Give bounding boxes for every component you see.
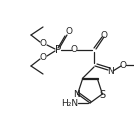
Text: O: O <box>40 53 46 61</box>
Text: O: O <box>70 45 77 54</box>
Text: O: O <box>100 30 107 39</box>
Text: H₂N: H₂N <box>61 98 79 107</box>
Text: N: N <box>73 90 80 98</box>
Text: N: N <box>108 68 114 76</box>
Text: P: P <box>55 45 61 55</box>
Text: S: S <box>100 90 106 100</box>
Text: O: O <box>66 27 72 37</box>
Text: O: O <box>40 39 46 49</box>
Text: O: O <box>120 60 126 69</box>
